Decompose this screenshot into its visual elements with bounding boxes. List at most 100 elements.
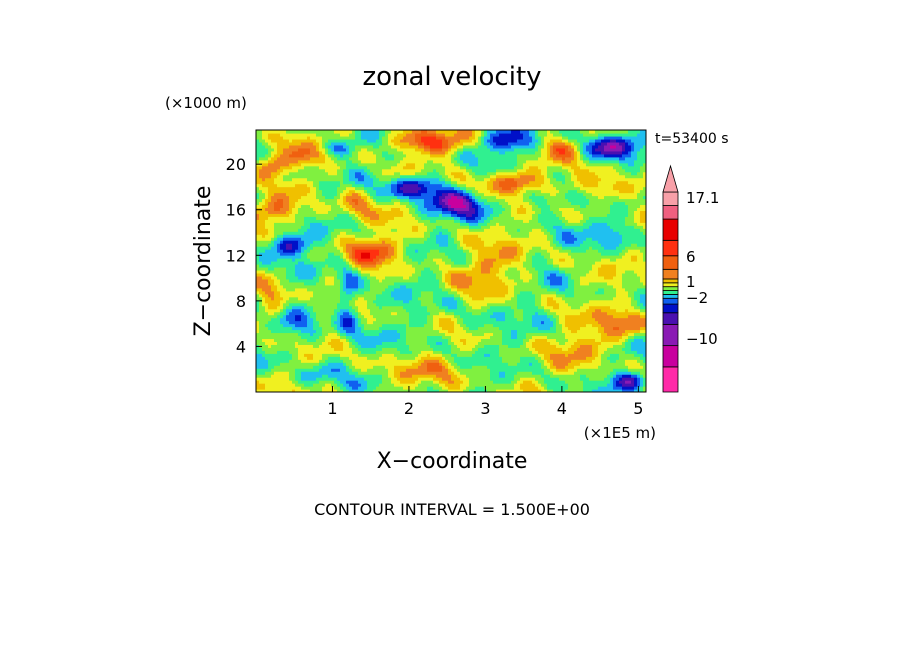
field-cell [370,261,374,265]
field-cell [322,329,326,334]
field-cell [346,305,350,310]
field-cell [298,338,302,342]
field-cell [358,380,362,384]
field-cell [364,272,368,277]
field-cell [265,141,269,146]
field-cell [286,302,290,307]
field-cell [259,243,263,247]
field-cell [310,159,314,164]
field-cell [334,362,338,366]
field-cell [352,305,356,310]
field-cell [259,159,263,164]
field-cell [286,290,290,295]
field-cell [361,347,365,351]
field-cell [310,216,314,220]
field-cell [322,210,326,214]
field-cell [370,365,374,369]
field-cell [361,192,365,197]
field-cell [337,302,341,307]
field-cell [286,314,290,319]
field-cell [274,263,278,268]
field-cell [322,377,326,381]
field-cell [310,130,314,134]
field-cell [256,356,260,360]
field-cell [355,338,359,342]
field-cell [268,305,272,310]
field-cell [343,222,347,226]
field-cell [346,249,350,253]
field-cell [322,174,326,179]
field-cell [319,258,323,262]
field-cell [331,383,335,387]
field-cell [292,368,296,372]
field-cell [286,252,290,256]
field-cell [343,204,347,209]
field-cell [265,192,269,197]
field-cell [289,308,293,313]
field-cell [316,335,320,340]
field-cell [286,261,290,265]
field-cell [355,350,359,354]
field-cell [352,293,356,298]
field-cell [319,150,323,155]
field-cell [358,228,362,232]
field-cell [334,326,338,331]
field-cell [316,222,320,226]
field-cell [316,130,320,134]
field-cell [337,272,341,277]
field-cell [340,335,344,340]
field-cell [325,290,329,295]
field-cell [340,135,344,140]
field-cell [286,338,290,342]
field-cell [343,386,347,390]
field-cell [310,377,314,381]
field-cell [355,255,359,259]
field-cell [274,243,278,247]
field-cell [298,374,302,378]
field-cell [274,228,278,232]
field-cell [358,213,362,217]
field-cell [364,130,368,134]
field-cell [352,353,356,357]
field-cell [274,299,278,304]
field-cell [322,135,326,140]
field-cell [334,299,338,304]
field-cell [325,350,329,354]
field-cell [271,386,275,390]
field-cell [289,186,293,191]
field-cell [307,192,311,197]
field-cell [265,320,269,325]
field-cell [301,144,305,149]
field-cell [289,228,293,232]
field-cell [319,159,323,164]
field-cell [319,153,323,158]
field-cell [304,204,308,209]
field-cell [286,329,290,334]
field-cell [313,299,317,304]
field-cell [337,368,341,372]
field-cell [265,365,269,369]
field-cell [313,266,317,271]
field-cell [271,246,275,250]
field-cell [331,281,335,286]
field-cell [319,317,323,322]
field-cell [319,377,323,381]
field-cell [271,171,275,176]
field-cell [268,189,272,194]
field-cell [271,281,275,286]
field-cell [274,314,278,319]
field-cell [364,284,368,289]
field-cell [346,138,350,143]
field-cell [292,171,296,176]
field-cell [286,168,290,173]
field-cell [310,225,314,229]
field-cell [301,165,305,170]
field-cell [262,252,266,256]
field-cell [256,374,260,378]
field-cell [331,365,335,369]
field-cell [334,138,338,143]
field-cell [259,135,263,140]
field-cell [313,305,317,310]
field-cell [274,177,278,182]
field-cell [289,368,293,372]
